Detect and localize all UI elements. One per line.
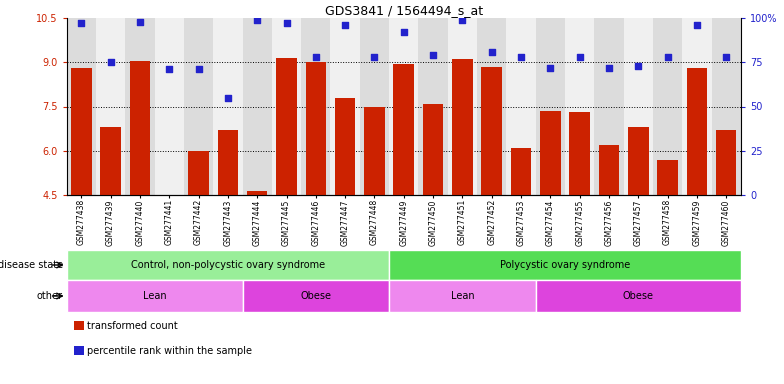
Bar bbox=[477, 18, 506, 195]
Point bbox=[368, 54, 381, 60]
Text: Obese: Obese bbox=[622, 291, 654, 301]
Bar bbox=[419, 18, 448, 195]
Text: Polycystic ovary syndrome: Polycystic ovary syndrome bbox=[500, 260, 630, 270]
Text: transformed count: transformed count bbox=[87, 321, 178, 331]
Bar bbox=[247, 190, 267, 195]
Point bbox=[720, 54, 732, 60]
Bar bbox=[394, 64, 414, 195]
Text: Lean: Lean bbox=[451, 291, 474, 301]
Text: disease state: disease state bbox=[0, 260, 63, 270]
Point bbox=[691, 22, 703, 28]
Bar bbox=[67, 280, 242, 312]
Bar bbox=[423, 104, 443, 195]
Point bbox=[544, 65, 557, 71]
Bar bbox=[218, 130, 238, 195]
Point bbox=[397, 29, 410, 35]
Bar bbox=[242, 280, 389, 312]
Point bbox=[573, 54, 586, 60]
Bar bbox=[452, 59, 473, 195]
Bar bbox=[129, 61, 151, 195]
Bar bbox=[687, 68, 707, 195]
Point bbox=[339, 22, 351, 28]
Bar bbox=[335, 98, 355, 195]
Point bbox=[133, 18, 146, 25]
Bar bbox=[67, 250, 389, 280]
Point bbox=[222, 94, 234, 101]
Bar bbox=[213, 18, 242, 195]
Bar bbox=[594, 18, 623, 195]
Bar bbox=[628, 127, 648, 195]
Bar bbox=[510, 148, 532, 195]
Bar bbox=[67, 18, 96, 195]
Bar bbox=[599, 145, 619, 195]
Point bbox=[192, 66, 205, 73]
Bar bbox=[506, 18, 535, 195]
Bar bbox=[389, 18, 419, 195]
Point bbox=[104, 59, 117, 65]
Text: percentile rank within the sample: percentile rank within the sample bbox=[87, 346, 252, 356]
Text: Control, non-polycystic ovary syndrome: Control, non-polycystic ovary syndrome bbox=[131, 260, 325, 270]
Point bbox=[632, 63, 644, 69]
Bar bbox=[657, 160, 678, 195]
Bar bbox=[100, 127, 121, 195]
Bar bbox=[360, 18, 389, 195]
Bar bbox=[389, 280, 535, 312]
Point bbox=[426, 52, 439, 58]
Bar bbox=[242, 18, 272, 195]
Bar bbox=[569, 113, 590, 195]
Bar bbox=[306, 62, 326, 195]
Bar bbox=[365, 106, 385, 195]
Point bbox=[75, 20, 88, 26]
Bar bbox=[301, 18, 331, 195]
Bar bbox=[565, 18, 594, 195]
Point bbox=[280, 20, 292, 26]
Bar bbox=[71, 68, 92, 195]
Text: Obese: Obese bbox=[300, 291, 332, 301]
Bar bbox=[331, 18, 360, 195]
Bar bbox=[272, 18, 301, 195]
Bar bbox=[682, 18, 712, 195]
Bar bbox=[389, 250, 741, 280]
Bar bbox=[623, 18, 653, 195]
Bar bbox=[712, 18, 741, 195]
Bar bbox=[96, 18, 125, 195]
Bar bbox=[125, 18, 154, 195]
Bar bbox=[481, 67, 502, 195]
Point bbox=[310, 54, 322, 60]
Bar bbox=[535, 18, 565, 195]
Bar bbox=[276, 58, 297, 195]
Bar bbox=[188, 151, 209, 195]
Point bbox=[485, 48, 498, 55]
Point bbox=[603, 65, 615, 71]
Bar bbox=[540, 111, 561, 195]
Point bbox=[251, 17, 263, 23]
Bar bbox=[448, 18, 477, 195]
Point bbox=[456, 17, 469, 23]
Bar bbox=[716, 130, 736, 195]
Title: GDS3841 / 1564494_s_at: GDS3841 / 1564494_s_at bbox=[325, 4, 483, 17]
Text: other: other bbox=[37, 291, 63, 301]
Bar bbox=[653, 18, 682, 195]
Point bbox=[163, 66, 176, 73]
Bar bbox=[154, 18, 184, 195]
Point bbox=[515, 54, 528, 60]
Text: Lean: Lean bbox=[143, 291, 166, 301]
Point bbox=[662, 54, 674, 60]
Bar bbox=[535, 280, 741, 312]
Bar bbox=[184, 18, 213, 195]
